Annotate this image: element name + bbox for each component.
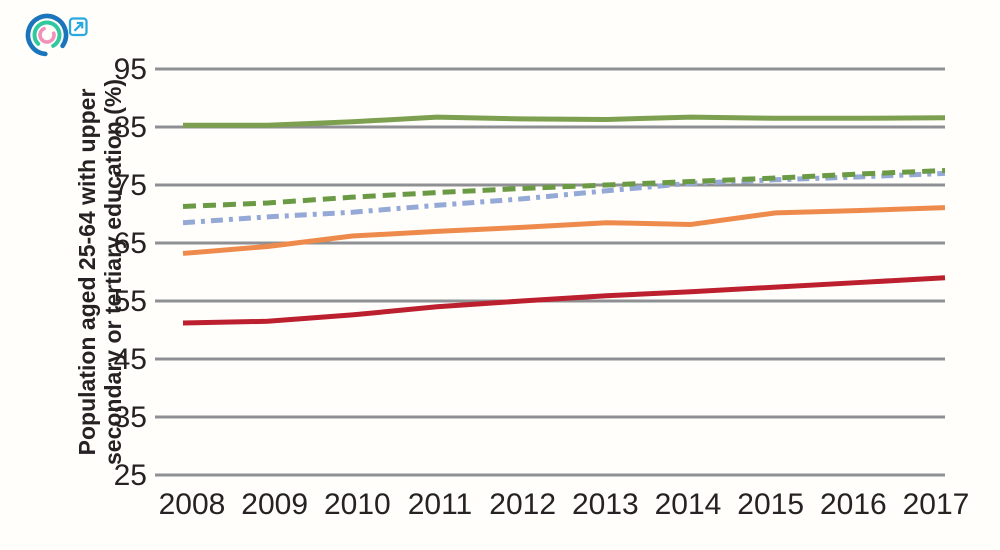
concentric-arcs-logo-icon [25, 13, 69, 57]
y-tick-label-85: 85 [114, 111, 147, 144]
y-tick-label-95: 95 [114, 53, 147, 86]
y-tick-label-65: 65 [114, 227, 147, 260]
y-axis-title-line-2: secondary or tertiary education (%) [100, 79, 126, 465]
y-tick-label-35: 35 [114, 401, 147, 434]
logo-middle-green-arc [32, 20, 62, 48]
y-tick-label-75: 75 [114, 169, 147, 202]
external-link-arrow-head [76, 21, 84, 29]
x-tick-label-2016: 2016 [820, 488, 887, 521]
x-tick-label-2013: 2013 [572, 488, 639, 521]
logo-inner-pink-arc [38, 26, 56, 44]
series-layer [182, 114, 946, 326]
series-dashed-green-line [182, 168, 946, 209]
external-link-icon[interactable] [68, 17, 88, 37]
y-tick-label-25: 25 [114, 459, 147, 492]
x-tick-label-2008: 2008 [159, 488, 226, 521]
x-tick-label-2011: 2011 [408, 488, 473, 521]
y-tick-label-55: 55 [114, 285, 147, 318]
x-tick-label-2012: 2012 [489, 488, 556, 521]
x-tick-label-2017: 2017 [903, 488, 970, 521]
x-tick-label-2015: 2015 [737, 488, 804, 521]
x-tick-label-2014: 2014 [655, 488, 722, 521]
external-link-box[interactable] [68, 17, 88, 37]
x-tick-label-2009: 2009 [241, 488, 308, 521]
series-solid-green-line [183, 114, 946, 128]
series-dash-dot-blue-line [182, 170, 946, 226]
x-tick-label-2010: 2010 [324, 488, 391, 521]
gridlines-layer [155, 67, 945, 477]
series-solid-orange-line [182, 205, 946, 256]
logo-outer-blue-arc [25, 13, 69, 57]
y-axis-title-line-1: Population aged 25-64 with upper [74, 89, 100, 456]
y-tick-label-45: 45 [114, 343, 147, 376]
app-logo [25, 13, 88, 57]
axis-labels-layer: 25 35 45 55 65 75 85 95 2008 2009 2010 2011 2012 2013… [74, 53, 969, 521]
external-link-arrow-shaft [73, 23, 83, 32]
series-solid-dark-red-line [182, 275, 946, 326]
